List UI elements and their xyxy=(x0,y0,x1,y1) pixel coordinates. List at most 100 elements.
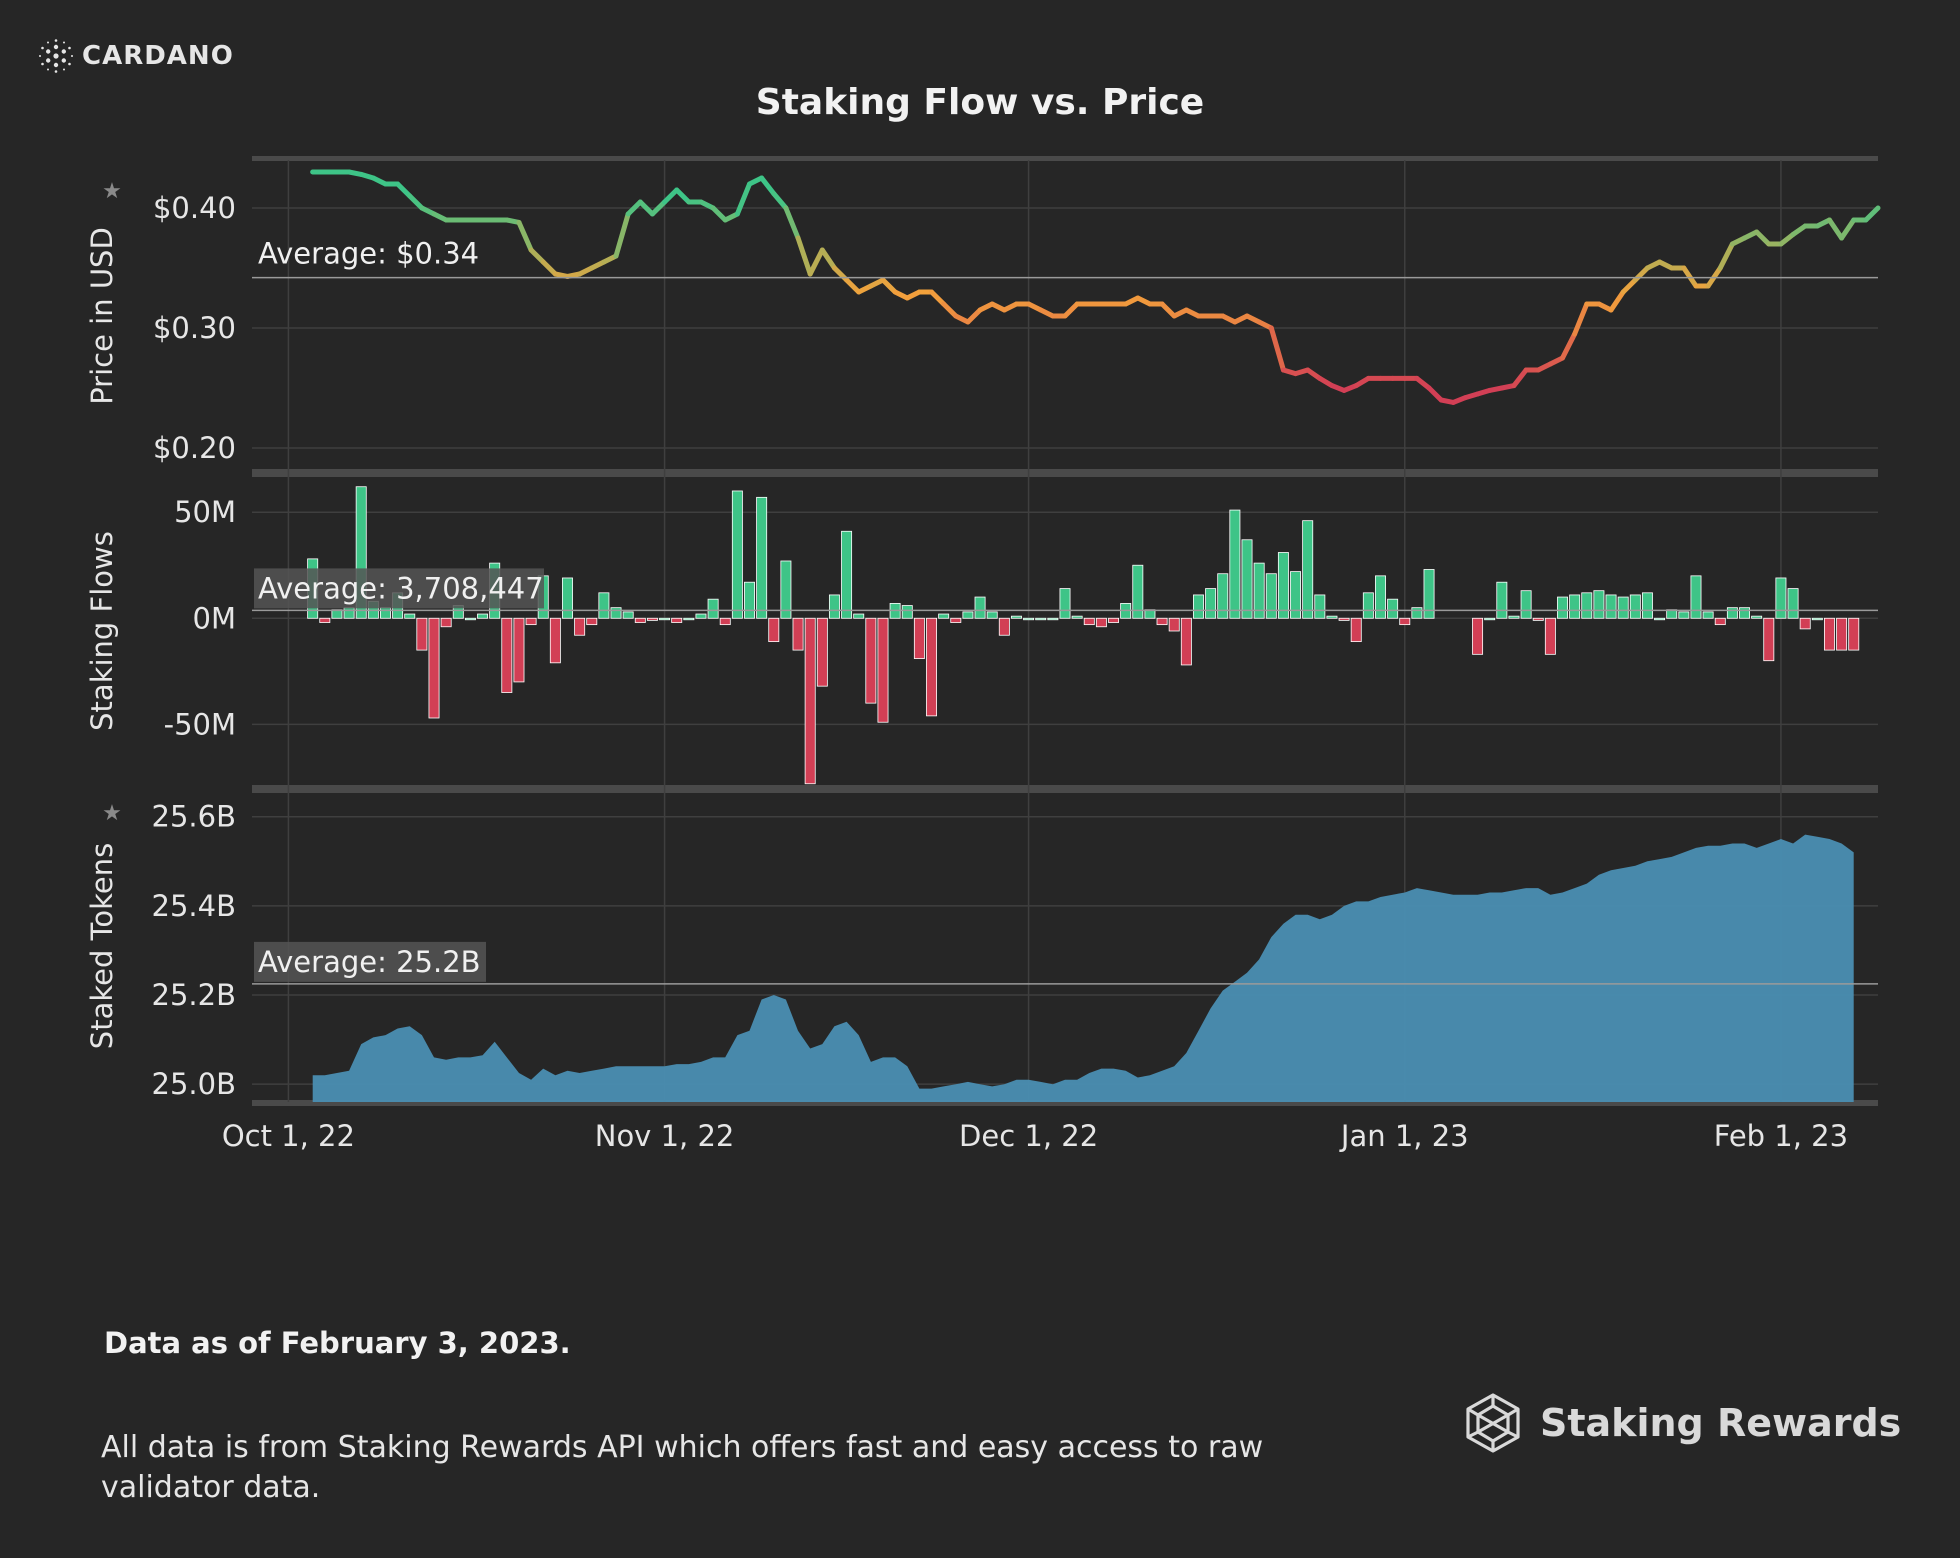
price-line-segment xyxy=(649,199,668,217)
flow-bar xyxy=(1411,607,1423,619)
source-note: All data is from Staking Rewards API whi… xyxy=(101,1430,1264,1505)
price-line-segment xyxy=(1620,277,1638,295)
flow-bar xyxy=(1654,617,1666,621)
price-line-segment xyxy=(528,247,546,265)
x-tick-label: Oct 1, 22 xyxy=(222,1119,355,1153)
price-line-segment xyxy=(929,289,947,307)
flow-bar xyxy=(1387,598,1399,619)
price-line-segment xyxy=(395,181,413,199)
staked-tokens-area xyxy=(312,834,1854,1102)
flow-bar xyxy=(1641,592,1653,619)
price-line-segment xyxy=(759,175,777,197)
flow-bar xyxy=(926,617,937,717)
flow-bar xyxy=(355,486,367,619)
y-axis-title: Staked Tokens xyxy=(85,843,119,1049)
flow-bar xyxy=(1108,617,1120,623)
x-tick-label: Feb 1, 23 xyxy=(1714,1119,1848,1153)
y-tick-label: 25.4B xyxy=(152,889,236,923)
y-tick-label: $0.20 xyxy=(153,431,236,465)
flow-bar xyxy=(1399,617,1411,626)
price-line-segment xyxy=(1863,205,1881,223)
price-line-segment xyxy=(880,277,898,295)
flow-bar xyxy=(1205,588,1217,619)
x-tick-label: Nov 1, 22 xyxy=(595,1119,735,1153)
flow-bar xyxy=(380,607,391,619)
price-line-segment xyxy=(1511,367,1529,389)
flow-bar xyxy=(1702,611,1714,619)
pin-icon: ★ xyxy=(102,800,122,825)
flow-bar xyxy=(671,617,683,623)
flow-bar xyxy=(1520,590,1532,619)
flow-bar xyxy=(1290,571,1302,619)
cardano-brand: CARDANO xyxy=(38,38,234,74)
flow-bar xyxy=(404,613,416,619)
flow-bar xyxy=(853,613,865,619)
staking-rewards-logo: Staking Rewards xyxy=(1462,1392,1901,1454)
y-tick-label: $0.30 xyxy=(153,311,236,345)
average-label-bg xyxy=(254,568,544,609)
flow-bar xyxy=(562,577,573,619)
x-tick-label: Jan 1, 23 xyxy=(1339,1119,1469,1153)
flow-bar xyxy=(950,617,962,623)
average-label: Average: 3,708,447 xyxy=(258,571,544,605)
flow-bar xyxy=(477,613,489,619)
flow-bar xyxy=(464,617,476,621)
flow-bar xyxy=(756,496,768,619)
flow-bar xyxy=(1350,617,1362,643)
flow-bar xyxy=(1787,588,1799,619)
staking-rewards-name: Staking Rewards xyxy=(1540,1401,1902,1445)
flow-bar xyxy=(744,581,755,619)
data-as-of-note: Data as of February 3, 2023. xyxy=(104,1326,571,1360)
flow-bar xyxy=(707,598,719,619)
flow-bar xyxy=(440,617,452,628)
flow-bar xyxy=(1241,539,1253,619)
flow-bar xyxy=(343,607,355,619)
price-line-segment xyxy=(662,187,680,205)
price-line-segment xyxy=(1839,217,1857,241)
flow-bar xyxy=(513,617,525,683)
price-line-segment xyxy=(1778,231,1796,247)
flow-bar xyxy=(683,617,695,621)
price-line-segment xyxy=(1414,375,1432,391)
average-label: Average: 25.2B xyxy=(258,945,481,979)
flow-bar xyxy=(804,617,816,785)
flow-bar xyxy=(1836,617,1848,651)
flow-bar xyxy=(768,617,780,643)
flow-bar xyxy=(646,617,658,621)
flow-bar xyxy=(1557,596,1568,619)
flow-bar xyxy=(974,596,986,619)
flow-bar xyxy=(610,607,622,619)
flow-bar xyxy=(1338,617,1350,621)
flow-bar xyxy=(549,617,561,664)
flow-bar xyxy=(1581,592,1593,619)
price-line-segment xyxy=(965,307,983,325)
flow-bar xyxy=(501,617,513,693)
flow-bar xyxy=(1678,611,1690,619)
flow-bar xyxy=(1629,594,1641,619)
price-line-segment xyxy=(941,301,959,319)
flow-bar xyxy=(1217,573,1229,619)
flow-bar xyxy=(841,530,853,619)
flow-bar xyxy=(574,617,586,636)
price-line-segment xyxy=(1159,301,1177,319)
flow-bar xyxy=(1132,564,1144,619)
flow-bar xyxy=(865,617,877,704)
flow-bar xyxy=(1751,615,1763,619)
flow-bar xyxy=(1375,575,1386,619)
flow-bar xyxy=(913,617,925,659)
flow-bar xyxy=(901,605,913,619)
flow-bar xyxy=(998,617,1010,636)
chart-title: Staking Flow vs. Price xyxy=(755,82,1205,123)
price-line-segment xyxy=(795,235,813,277)
flow-bar xyxy=(1690,575,1702,619)
flow-bar xyxy=(1544,617,1556,655)
flow-bar xyxy=(1714,617,1726,626)
price-line-segment xyxy=(613,211,631,259)
price-line-segment xyxy=(625,199,643,217)
panel-divider xyxy=(252,785,1878,793)
flow-bar xyxy=(1314,594,1326,619)
price-line-segment xyxy=(807,247,825,277)
flow-bar xyxy=(1775,577,1787,619)
flow-bar xyxy=(1484,617,1496,621)
cardano-icon xyxy=(39,39,73,73)
